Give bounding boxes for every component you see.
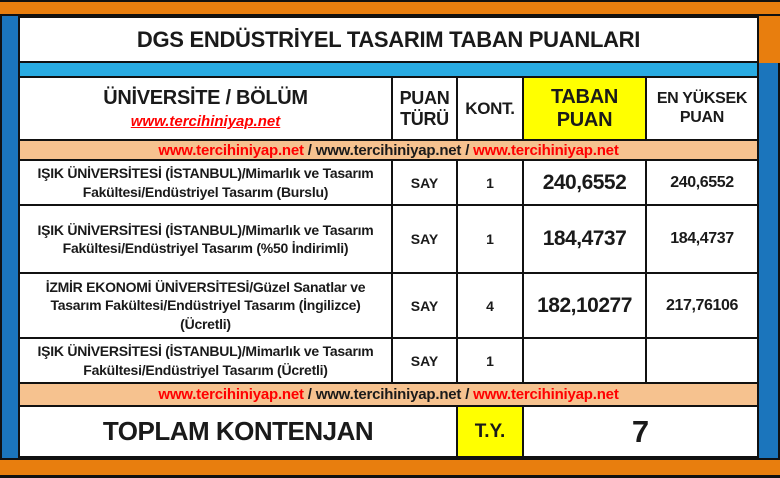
table-row-university: IŞIK ÜNİVERSİTESİ (İSTANBUL)/Mimarlık ve… [20,206,393,274]
table-row-university: IŞIK ÜNİVERSİTESİ (İSTANBUL)/Mimarlık ve… [20,161,393,206]
website-link[interactable]: www.tercihiniyap.net [315,386,462,403]
slash-divider: / [303,386,316,403]
column-header-base-score-label: TABAN PUAN [550,85,618,131]
table-row-quota: 1 [458,161,524,206]
footer-score-type: T.Y. [458,407,524,456]
column-header-quota: KONT. [458,78,524,141]
table-row-quota: 1 [458,339,524,384]
total-quota-label: TOPLAM KONTENJAN [20,407,458,456]
column-header-base-score: TABAN PUAN [524,78,647,141]
column-header-quota-label: KONT. [465,98,515,118]
table-row-score-type: SAY [393,274,458,339]
left-blue-border [0,16,18,458]
slash-divider: / [303,141,316,159]
column-header-score-type-label: PUAN TÜRÜ [399,87,450,129]
slash-divider: / [461,386,474,403]
table-row-base-score: 240,6552 [524,161,647,206]
table-row-base-score: 182,10277 [524,274,647,339]
table-row-base-score [524,339,647,384]
website-link[interactable]: www.tercihiniyap.net [315,141,462,159]
column-header-highest-score-label: EN YÜKSEK PUAN [656,90,748,126]
table-row-quota: 4 [458,274,524,339]
website-separator-row-bottom: www.tercihiniyap.net / www.tercihiniyap.… [20,384,757,407]
table-row-score-type: SAY [393,161,458,206]
table-row-highest-score: 217,76106 [647,274,757,339]
table-row-score-type: SAY [393,206,458,274]
table-row-university: IŞIK ÜNİVERSİTESİ (İSTANBUL)/Mimarlık ve… [20,339,393,384]
table-row-base-score: 184,4737 [524,206,647,274]
column-header-university-label: ÜNİVERSİTE / BÖLÜM [103,87,308,109]
page-title: DGS ENDÜSTRİYEL TASARIM TABAN PUANLARI [20,18,757,63]
table-row-highest-score: 184,4737 [647,206,757,274]
table-row-quota: 1 [458,206,524,274]
column-header-score-type: PUAN TÜRÜ [393,78,458,141]
website-link[interactable]: www.tercihiniyap.net [473,386,619,403]
website-link[interactable]: www.tercihiniyap.net [473,141,619,159]
header-website-link[interactable]: www.tercihiniyap.net [130,113,281,130]
right-blue-border [759,16,780,458]
cyan-divider-bar [20,63,757,78]
top-orange-bar [0,0,780,16]
website-link[interactable]: www.tercihiniyap.net [158,141,304,159]
website-link[interactable]: www.tercihiniyap.net [158,386,304,403]
table-row-highest-score: 240,6552 [647,161,757,206]
table-row-score-type: SAY [393,339,458,384]
table-row-university: İZMİR EKONOMİ ÜNİVERSİTESİ/Güzel Sanatla… [20,274,393,339]
column-header-university: ÜNİVERSİTE / BÖLÜM www.tercihiniyap.net [20,78,393,141]
slash-divider: / [461,141,474,159]
website-separator-row-top: www.tercihiniyap.net / www.tercihiniyap.… [20,141,757,161]
table-row-highest-score [647,339,757,384]
total-quota-value: 7 [631,413,650,449]
top-right-orange-corner [759,16,780,63]
column-header-highest-score: EN YÜKSEK PUAN [647,78,757,141]
bottom-orange-bar [0,458,780,478]
scores-table: DGS ENDÜSTRİYEL TASARIM TABAN PUANLARI Ü… [18,16,759,458]
